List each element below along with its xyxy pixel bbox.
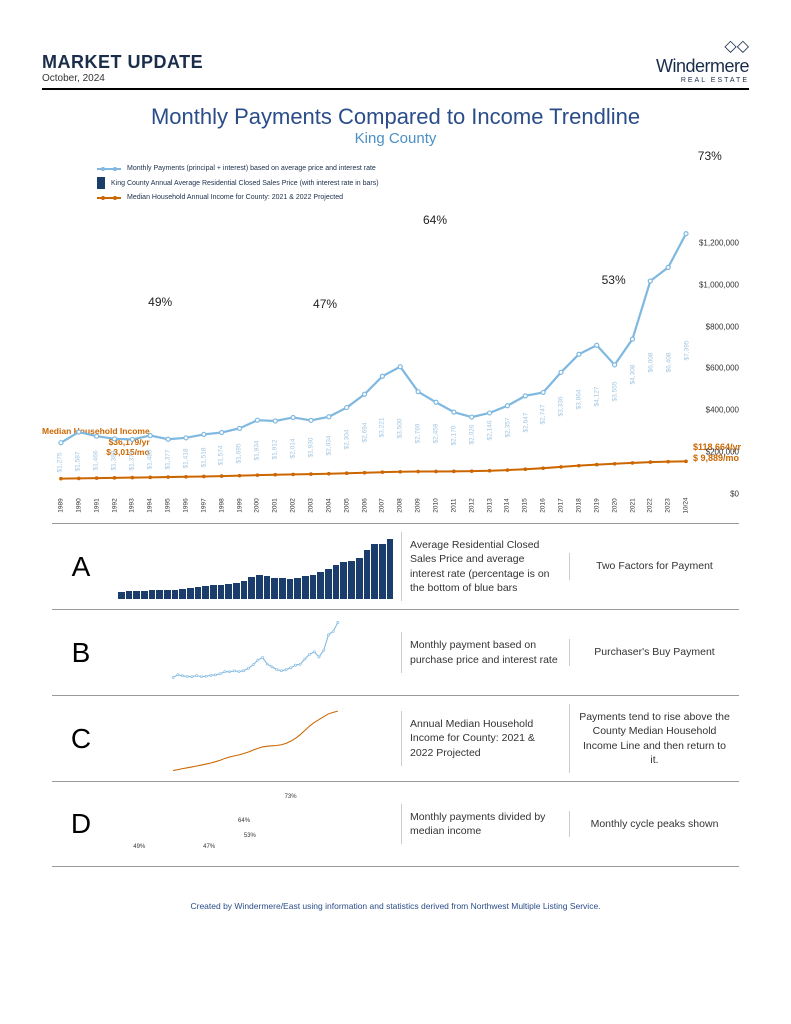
panel-viz <box>110 531 401 603</box>
panel-desc: Monthly payment based on purchase price … <box>401 632 569 672</box>
x-label: 1997 <box>200 497 207 515</box>
x-label: 2013 <box>486 497 493 515</box>
panel-viz: 49%47%64%53%73% <box>110 788 401 860</box>
panel-letter: C <box>52 723 110 755</box>
x-label: 2012 <box>468 497 475 515</box>
x-label: 2014 <box>504 497 511 515</box>
panel-note: Two Factors for Payment <box>569 553 739 579</box>
x-axis: 1989199019911992199319941995199619971998… <box>52 502 695 509</box>
legend-bars: King County Annual Average Residential C… <box>111 178 379 189</box>
x-label: 2009 <box>415 497 422 515</box>
y-tick: $1,000,000 <box>699 280 739 289</box>
x-label: 1992 <box>111 497 118 515</box>
x-label: 2008 <box>397 497 404 515</box>
x-label: 2020 <box>611 497 618 515</box>
x-label: 2017 <box>557 497 564 515</box>
x-label: 2002 <box>290 497 297 515</box>
x-label: 1994 <box>147 497 154 515</box>
legend-panel: D49%47%64%53%73%Monthly payments divided… <box>52 781 739 867</box>
y-tick: $600,000 <box>706 364 739 373</box>
panel-letter: D <box>52 808 110 840</box>
chart-title: Monthly Payments Compared to Income Tren… <box>42 104 749 130</box>
x-label: 2004 <box>325 497 332 515</box>
y-tick: $400,000 <box>706 406 739 415</box>
x-label: 1998 <box>218 497 225 515</box>
legend-panel: A Average Residential Closed Sales Price … <box>52 523 739 609</box>
footer-credit: Created by Windermere/East using informa… <box>42 901 749 911</box>
main-chart: 49%47%64%53%73% Monthly Payments (princi… <box>52 155 739 515</box>
x-label: 10/24 <box>683 497 690 515</box>
x-label: 1989 <box>57 497 64 515</box>
logo-icon: ◇◇ <box>656 36 749 56</box>
panel-viz <box>110 617 401 689</box>
header-date: October, 2024 <box>42 73 203 84</box>
panel-note: Monthly cycle peaks shown <box>569 811 739 837</box>
legend-income: Median Household Annual Income for Count… <box>127 192 343 203</box>
x-label: 1990 <box>75 497 82 515</box>
x-label: 2000 <box>254 497 261 515</box>
x-label: 2001 <box>272 497 279 515</box>
legend-panel: C Annual Median Household Income for Coun… <box>52 695 739 781</box>
y-tick: $800,000 <box>706 322 739 331</box>
panel-letter: A <box>52 551 110 583</box>
panel-desc: Annual Median Household Income for Count… <box>401 711 569 766</box>
x-label: 2005 <box>343 497 350 515</box>
header-title: MARKET UPDATE <box>42 52 203 73</box>
legend-panels: A Average Residential Closed Sales Price … <box>52 523 739 867</box>
x-label: 2018 <box>575 497 582 515</box>
y-tick: $1,200,000 <box>699 238 739 247</box>
panel-desc: Average Residential Closed Sales Price a… <box>401 532 569 601</box>
x-label: 2007 <box>379 497 386 515</box>
logo-name: Windermere <box>656 56 749 77</box>
legend-payments: Monthly Payments (principal + interest) … <box>127 163 376 174</box>
x-label: 2003 <box>307 497 314 515</box>
panel-note: Payments tend to rise above the County M… <box>569 704 739 773</box>
legend-panel: B Monthly payment based on purchase price… <box>52 609 739 695</box>
x-label: 2022 <box>647 497 654 515</box>
y-tick: $200,000 <box>706 448 739 457</box>
chart-legend: Monthly Payments (principal + interest) … <box>97 163 379 206</box>
x-label: 1996 <box>182 497 189 515</box>
y-tick: $0 <box>730 490 739 499</box>
x-label: 1993 <box>129 497 136 515</box>
x-label: 2015 <box>522 497 529 515</box>
y-axis: $0$200,000$400,000$600,000$800,000$1,000… <box>695 213 739 485</box>
x-label: 2019 <box>593 497 600 515</box>
peak-label: 73% <box>698 149 722 163</box>
panel-desc: Monthly payments divided by median incom… <box>401 804 569 844</box>
x-label: 2006 <box>361 497 368 515</box>
chart-subtitle: King County <box>42 130 749 147</box>
brand-logo: ◇◇ Windermere REAL ESTATE <box>656 36 749 84</box>
x-label: 1999 <box>236 497 243 515</box>
x-label: 2016 <box>540 497 547 515</box>
header: MARKET UPDATE October, 2024 ◇◇ Windermer… <box>42 36 749 90</box>
panel-viz <box>110 703 401 775</box>
x-label: 2023 <box>665 497 672 515</box>
logo-tag: REAL ESTATE <box>656 77 749 84</box>
x-label: 1991 <box>93 497 100 515</box>
x-label: 2021 <box>629 497 636 515</box>
panel-note: Purchaser's Buy Payment <box>569 639 739 665</box>
x-label: 2010 <box>432 497 439 515</box>
panel-letter: B <box>52 637 110 669</box>
x-label: 2011 <box>450 497 457 515</box>
x-label: 1995 <box>165 497 172 515</box>
